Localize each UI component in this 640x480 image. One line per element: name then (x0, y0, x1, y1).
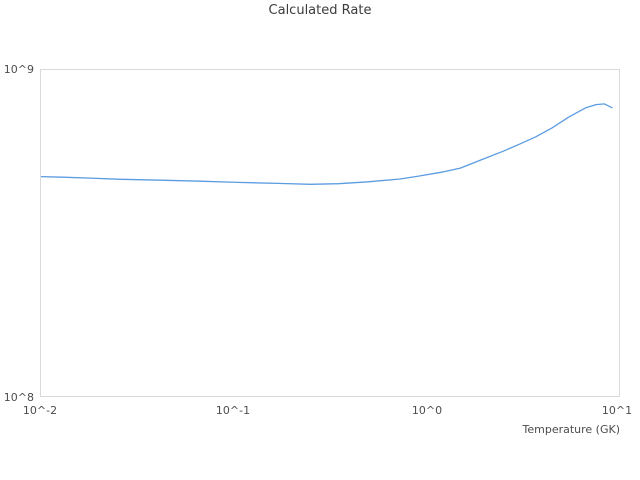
x-tick-label-1e1: 10^1 (601, 404, 633, 417)
y-tick-label-1e8: 10^8 (3, 391, 34, 404)
plot-area (40, 69, 620, 397)
x-tick-label-1e-1: 10^-1 (215, 404, 251, 417)
x-tick-label-1e-2: 10^-2 (22, 404, 58, 417)
x-tick-label-1e0: 10^0 (411, 404, 443, 417)
rate-line-plot (41, 103, 613, 185)
y-tick-label-1e9: 10^9 (3, 63, 34, 76)
chart-title: Calculated Rate (268, 3, 372, 18)
x-axis-label: Temperature (GK) (522, 423, 621, 436)
calculated-rate-line (41, 103, 613, 185)
